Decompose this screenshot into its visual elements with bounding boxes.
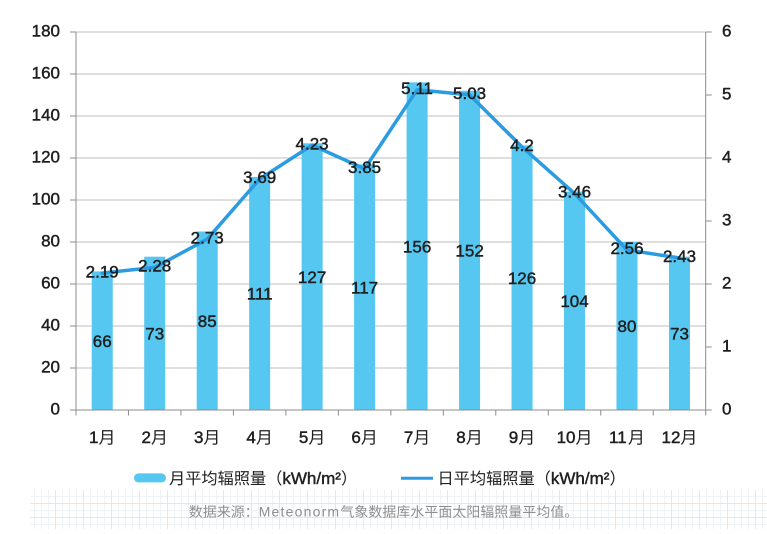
svg-text:3.85: 3.85: [348, 158, 381, 177]
svg-text:104: 104: [560, 292, 588, 311]
svg-text:0: 0: [51, 400, 60, 419]
svg-text:5.11: 5.11: [401, 79, 433, 98]
svg-text:85: 85: [198, 312, 217, 331]
svg-text:2.73: 2.73: [191, 228, 224, 247]
svg-text:2.43: 2.43: [663, 247, 696, 266]
svg-text:5.03: 5.03: [453, 84, 486, 103]
svg-text:111: 111: [247, 285, 273, 304]
svg-text:8: 8: [456, 428, 465, 447]
svg-text:4.2: 4.2: [510, 136, 534, 155]
svg-text:2.56: 2.56: [610, 239, 643, 258]
svg-text:4: 4: [722, 148, 731, 167]
svg-text:11: 11: [609, 428, 627, 447]
svg-text:73: 73: [670, 325, 689, 344]
svg-text:40: 40: [41, 316, 60, 335]
svg-text:5: 5: [722, 85, 731, 104]
svg-text:2: 2: [722, 274, 731, 293]
svg-text:66: 66: [93, 332, 112, 351]
svg-text:180: 180: [32, 22, 60, 41]
svg-text:0: 0: [722, 400, 731, 419]
svg-text:3: 3: [194, 428, 203, 447]
svg-text:156: 156: [403, 237, 431, 256]
svg-text:20: 20: [41, 358, 60, 377]
svg-text:kWh/m²: kWh/m²: [551, 469, 610, 488]
svg-text:2.19: 2.19: [86, 262, 119, 281]
svg-text:12: 12: [662, 428, 681, 447]
svg-text:4.23: 4.23: [296, 134, 329, 153]
svg-text:2: 2: [142, 428, 151, 447]
svg-text:126: 126: [508, 269, 536, 288]
svg-text:1: 1: [89, 428, 98, 447]
svg-text:3: 3: [722, 211, 731, 230]
svg-text:152: 152: [455, 242, 483, 261]
svg-text:9: 9: [509, 428, 518, 447]
svg-text:2.28: 2.28: [138, 257, 171, 276]
svg-text:7: 7: [404, 428, 413, 447]
svg-text:140: 140: [32, 106, 60, 125]
svg-text:127: 127: [298, 268, 326, 287]
svg-text:Meteonorm: Meteonorm: [259, 504, 341, 520]
svg-text:80: 80: [41, 232, 60, 251]
svg-text:3.69: 3.69: [243, 168, 276, 187]
svg-text:10: 10: [557, 428, 576, 447]
svg-text:3.46: 3.46: [558, 183, 591, 202]
svg-text:73: 73: [145, 325, 164, 344]
svg-text:100: 100: [32, 190, 60, 209]
svg-text:60: 60: [41, 274, 60, 293]
svg-text:6: 6: [351, 428, 360, 447]
svg-text:117: 117: [351, 278, 378, 297]
svg-text:5: 5: [299, 428, 308, 447]
svg-text:kWh/m²: kWh/m²: [282, 469, 341, 488]
svg-text:6: 6: [722, 22, 731, 41]
svg-text:1: 1: [722, 337, 731, 356]
svg-text:4: 4: [246, 428, 255, 447]
svg-text:80: 80: [618, 317, 637, 336]
svg-text:160: 160: [32, 64, 60, 83]
svg-text:120: 120: [32, 148, 60, 167]
